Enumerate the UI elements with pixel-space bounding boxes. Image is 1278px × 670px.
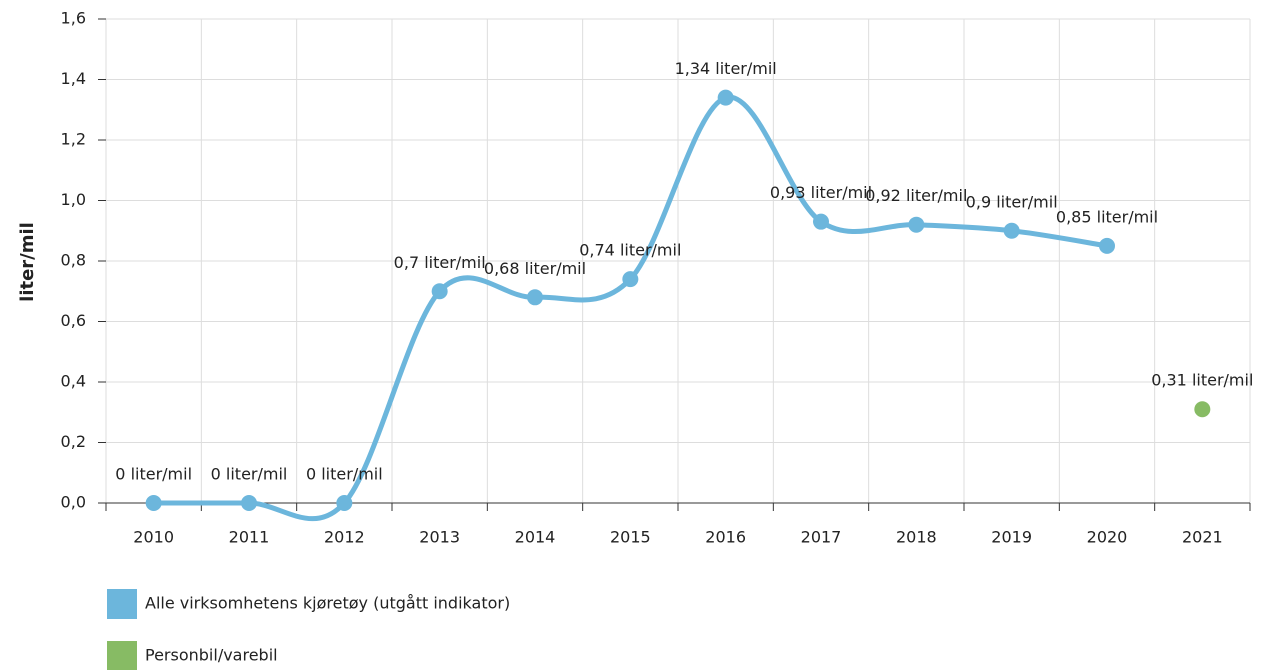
data-label: 0,93 liter/mil	[770, 183, 872, 202]
x-tick-label: 2016	[705, 528, 746, 547]
legend-swatch	[107, 641, 137, 670]
x-tick-label: 2018	[896, 528, 937, 547]
y-tick-label: 1,4	[61, 69, 86, 88]
data-point	[431, 283, 448, 300]
data-point	[1099, 237, 1115, 254]
y-tick-label: 0,4	[61, 372, 86, 391]
x-tick-label: 2012	[324, 528, 365, 547]
data-point	[145, 495, 162, 511]
y-axis-label: liter/mil	[17, 222, 38, 302]
x-tick-label: 2021	[1182, 528, 1223, 547]
data-point	[241, 495, 257, 511]
y-tick-label: 1,6	[61, 9, 86, 28]
data-label: 0,74 liter/mil	[579, 241, 681, 260]
x-tick-label: 2010	[133, 528, 174, 547]
data-point	[336, 495, 353, 511]
data-label: 0,68 liter/mil	[484, 259, 586, 278]
y-tick-label: 1,0	[61, 190, 86, 209]
y-tick-label: 0,0	[61, 493, 86, 512]
data-label: 0,85 liter/mil	[1056, 207, 1158, 226]
y-tick-label: 0,6	[61, 311, 86, 330]
x-tick-label: 2017	[801, 528, 842, 547]
data-point	[527, 289, 543, 306]
legend-label: Personbil/varebil	[145, 646, 278, 665]
y-tick-label: 0,8	[61, 251, 86, 270]
data-point	[717, 89, 734, 106]
data-label: 0 liter/mil	[306, 465, 383, 484]
data-label: 0 liter/mil	[115, 465, 192, 484]
x-tick-label: 2014	[515, 528, 556, 547]
x-tick-label: 2013	[419, 528, 460, 547]
x-tick-label: 2019	[991, 528, 1032, 547]
x-tick-label: 2020	[1087, 528, 1128, 547]
y-tick-label: 0,2	[61, 432, 86, 451]
data-label: 0,9 liter/mil	[966, 192, 1058, 211]
data-point	[1194, 401, 1211, 418]
data-point	[622, 271, 639, 288]
legend-label: Alle virksomhetens kjøretøy (utgått indi…	[145, 594, 510, 613]
data-label: 0,7 liter/mil	[394, 253, 486, 272]
legend-swatch	[107, 589, 137, 619]
y-tick-label: 1,2	[61, 130, 86, 149]
x-tick-label: 2015	[610, 528, 651, 547]
data-label: 1,34 liter/mil	[675, 59, 777, 78]
data-point	[1003, 222, 1020, 239]
data-label: 0,92 liter/mil	[865, 186, 967, 205]
data-point	[813, 213, 829, 230]
x-tick-label: 2011	[229, 528, 270, 547]
data-label: 0,31 liter/mil	[1151, 371, 1253, 390]
data-point	[908, 216, 925, 233]
data-label: 0 liter/mil	[211, 465, 288, 484]
